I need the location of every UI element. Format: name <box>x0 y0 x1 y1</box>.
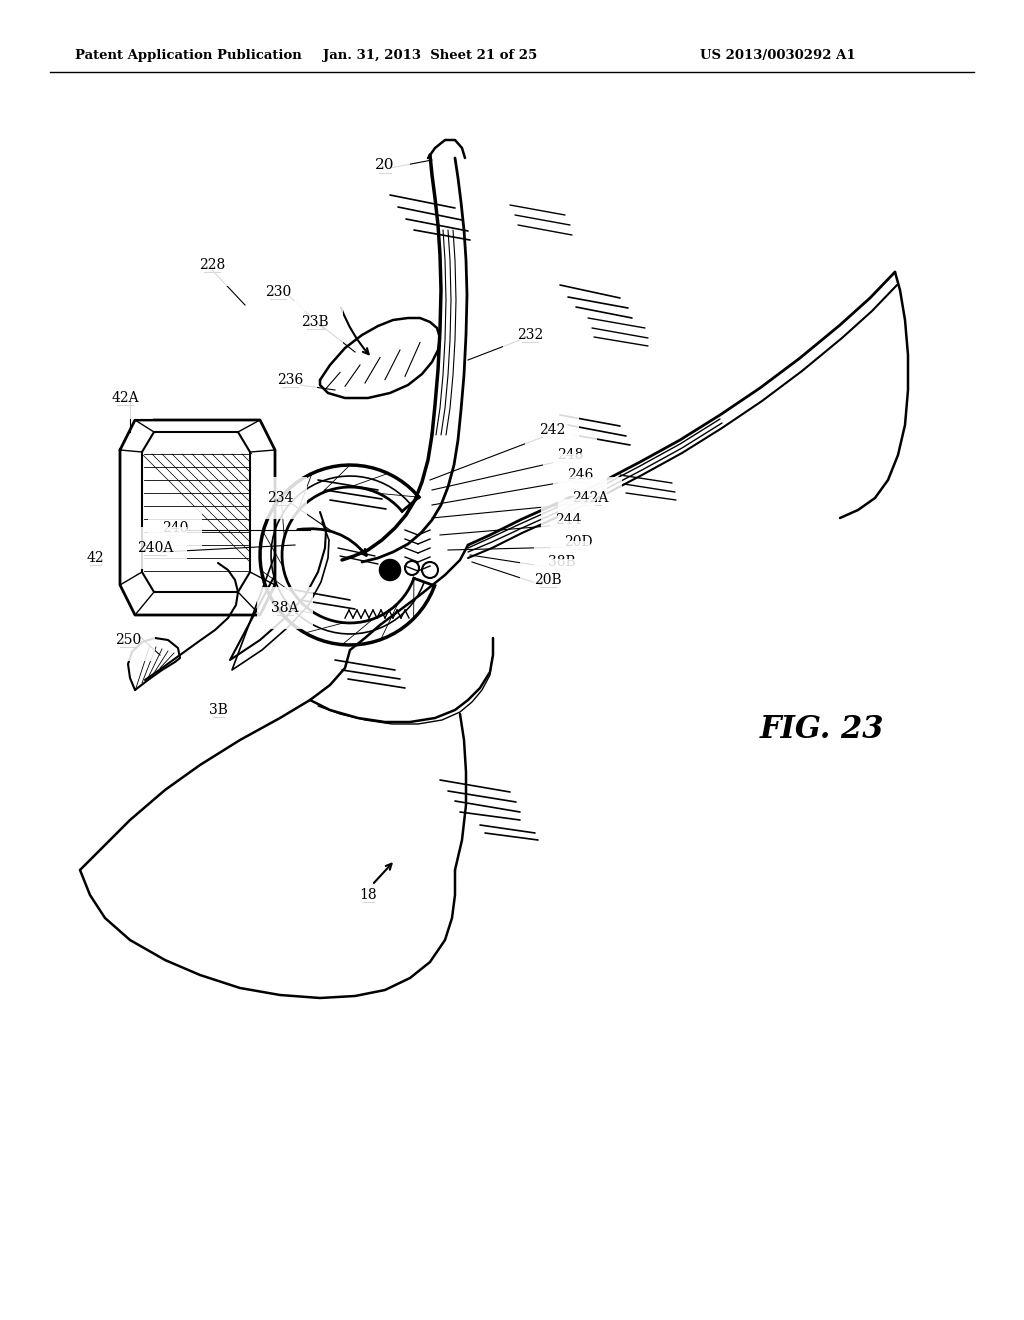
Text: 242A: 242A <box>571 491 608 506</box>
Text: 250: 250 <box>115 634 141 647</box>
Text: 42: 42 <box>86 550 103 565</box>
Text: 232: 232 <box>517 327 543 342</box>
Text: 20B: 20B <box>535 573 562 587</box>
Text: 20: 20 <box>375 158 394 172</box>
Text: 248: 248 <box>557 447 584 462</box>
Text: 236: 236 <box>276 374 303 387</box>
Text: 38B: 38B <box>548 554 575 569</box>
Text: 42A: 42A <box>112 391 139 405</box>
Text: Jan. 31, 2013  Sheet 21 of 25: Jan. 31, 2013 Sheet 21 of 25 <box>323 49 538 62</box>
Text: 240: 240 <box>162 521 188 535</box>
Circle shape <box>380 560 400 579</box>
Text: 230: 230 <box>265 285 291 300</box>
Text: 244: 244 <box>555 513 582 527</box>
Text: 240A: 240A <box>137 541 173 554</box>
Text: 18: 18 <box>359 888 377 902</box>
Text: 3B: 3B <box>209 704 227 717</box>
Text: 234: 234 <box>267 491 293 506</box>
Text: 23B: 23B <box>301 315 329 329</box>
Text: Patent Application Publication: Patent Application Publication <box>75 49 302 62</box>
Text: 246: 246 <box>567 469 593 482</box>
Text: 20D: 20D <box>564 535 592 549</box>
Text: 38A: 38A <box>271 601 299 615</box>
Text: US 2013/0030292 A1: US 2013/0030292 A1 <box>700 49 856 62</box>
Text: 242: 242 <box>539 422 565 437</box>
Text: FIG. 23: FIG. 23 <box>760 714 885 746</box>
Text: 228: 228 <box>199 257 225 272</box>
